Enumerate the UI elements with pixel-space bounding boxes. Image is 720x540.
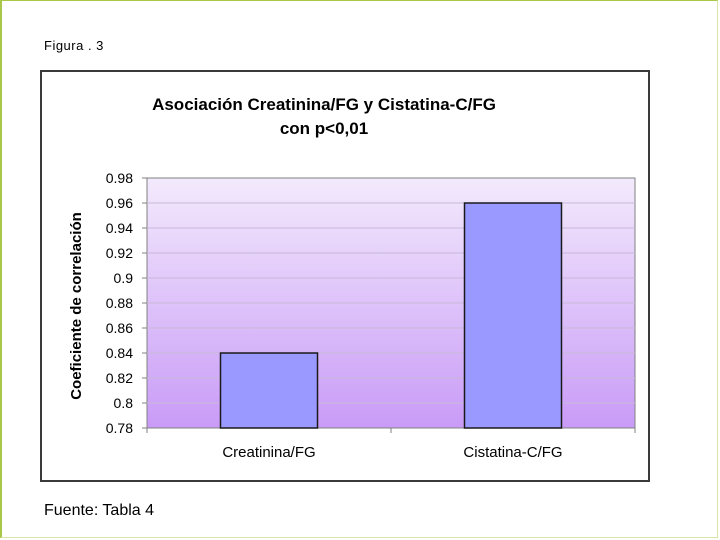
bar-chart: Asociación Creatinina/FG y Cistatina-C/F…: [68, 95, 636, 461]
y-tick-label: 0.88: [106, 295, 133, 311]
chart-container: Asociación Creatinina/FG y Cistatina-C/F…: [40, 70, 650, 482]
chart-title-line1: Asociación Creatinina/FG y Cistatina-C/F…: [152, 95, 496, 114]
y-tick-label: 0.84: [106, 345, 133, 361]
y-tick-label: 0.82: [106, 370, 133, 386]
y-tick-label: 0.8: [114, 395, 134, 411]
y-tick-label: 0.86: [106, 320, 133, 336]
bar-creatinina-fg: [219, 352, 319, 429]
chart-title-line2: con p<0,01: [280, 119, 368, 138]
source-note: Fuente: Tabla 4: [44, 502, 155, 519]
bars: [219, 202, 563, 429]
y-tick-label: 0.78: [106, 420, 133, 436]
y-tick-label: 0.96: [106, 195, 133, 211]
x-tick-label: Creatinina/FG: [222, 444, 315, 461]
bar-cistatina-c-fg: [463, 202, 563, 429]
x-tick-label: Cistatina-C/FG: [463, 444, 562, 461]
y-tick-label: 0.98: [106, 170, 133, 186]
figure-label: Figura . 3: [44, 38, 104, 53]
y-axis-label: Coeficiente de correlación: [68, 212, 85, 400]
y-tick-label: 0.92: [106, 245, 133, 261]
y-tick-label: 0.94: [106, 220, 133, 236]
x-axis-ticks: Creatinina/FG Cistatina-C/FG: [146, 428, 636, 461]
y-axis-ticks: 0.98 0.96 0.94 0.92 0.9 0.88 0.86 0.84 0.82 0.8 0.…: [106, 170, 147, 436]
y-tick-label: 0.9: [114, 270, 134, 286]
